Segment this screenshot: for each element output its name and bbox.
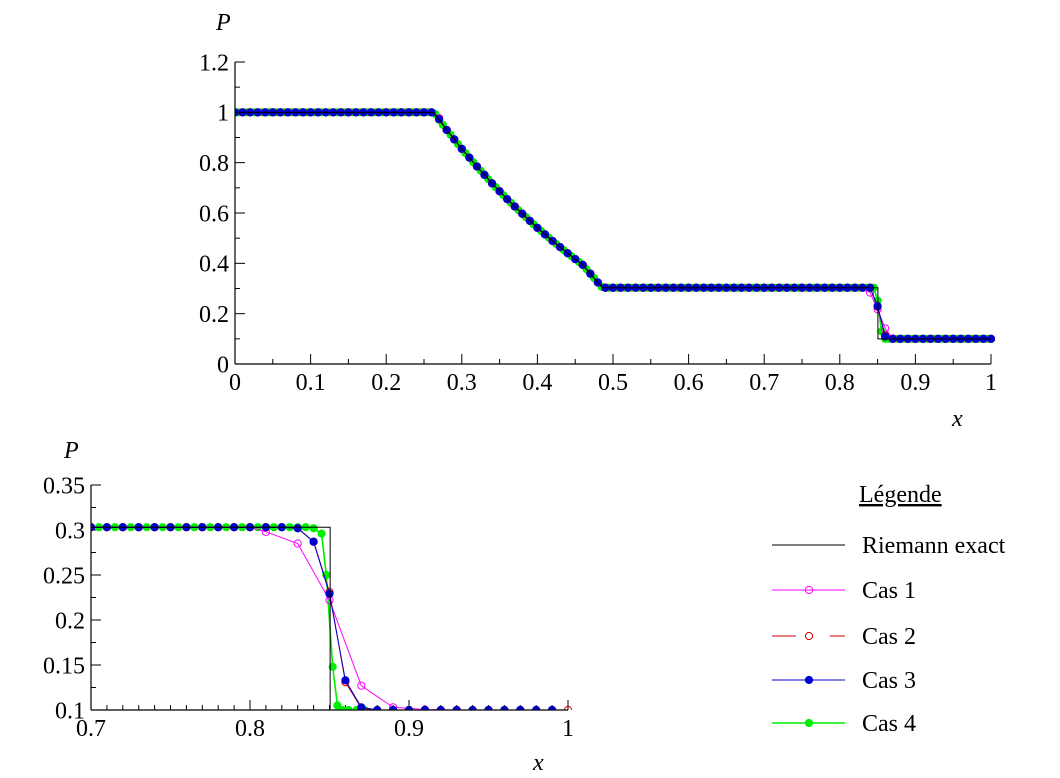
legend-marker: [804, 675, 814, 685]
x-tick-label: 1: [562, 716, 574, 742]
x-tick-label: 0.6: [674, 370, 704, 396]
legend-item: Cas 1: [772, 578, 916, 604]
data-point: [373, 705, 382, 710]
series-cas-3: [235, 108, 996, 343]
data-point: [548, 705, 557, 710]
data-point: [357, 681, 366, 690]
series-line: [91, 526, 568, 710]
legend-item: Cas 2: [772, 624, 916, 650]
y-axis-label: P: [215, 10, 231, 36]
y-tick-label: 0.2: [55, 608, 85, 634]
legend: Légende Riemann exact Cas 1 Cas 2 Cas 3 Cas …: [772, 482, 1006, 737]
legend-label: Riemann exact: [862, 533, 1006, 559]
data-point: [309, 524, 318, 533]
bottom-zoom-chart: 0.7 0.8 0.9 1 0.1 0.15 0.2 0.25 0.3 0.35 Px: [43, 438, 574, 776]
x-tick-label: 0.2: [371, 370, 401, 396]
x-tick-label: 0.8: [825, 370, 855, 396]
top-pressure-chart: 0 0.1 0.2 0.3 0.4 0.5 0.6 0.7 0.8 0.9 1 0 0.2 0.4 0.6 0…: [199, 10, 997, 432]
data-point: [341, 676, 350, 685]
data-point: [881, 332, 890, 341]
y-tick-label: 1.2: [199, 50, 229, 76]
data-point: [344, 705, 353, 710]
data-point: [563, 705, 573, 710]
series-riemann-exact: [235, 111, 991, 340]
series-line: [91, 526, 553, 710]
x-tick-label: 0.1: [296, 370, 326, 396]
data-point: [325, 589, 334, 599]
y-axis-label: P: [63, 438, 79, 464]
x-tick-label: 0.8: [235, 716, 265, 742]
data-point: [516, 705, 525, 710]
x-tick-label: 1: [985, 370, 997, 396]
legend-item: Riemann exact: [772, 533, 1006, 559]
series-riemann-exact: [91, 526, 568, 710]
y-tick-label: 0.3: [55, 518, 85, 544]
y-tick-label: 0.1: [55, 698, 85, 724]
y-tick-label: 0.35: [43, 473, 85, 499]
legend-label: Cas 4: [862, 711, 916, 737]
x-axis-label: x: [532, 750, 544, 776]
y-tick-label: 0.2: [199, 302, 229, 328]
y-tick-label: 0.6: [199, 201, 229, 227]
data-point: [452, 705, 461, 710]
y-tick-label: 0.25: [43, 563, 85, 589]
y-tick-label: 1: [217, 101, 229, 127]
data-point: [338, 705, 347, 710]
data-point: [328, 662, 337, 671]
plot-area: [235, 108, 996, 343]
series-line: [91, 526, 553, 710]
legend-label: Cas 1: [862, 578, 916, 604]
data-point: [389, 705, 398, 710]
legend-item: Cas 4: [772, 711, 916, 737]
data-point: [420, 705, 429, 710]
data-point: [293, 539, 302, 548]
data-point: [532, 705, 541, 710]
x-tick-label: 0.5: [598, 370, 628, 396]
legend-title: Légende: [859, 482, 942, 508]
legend-marker: [804, 718, 814, 728]
legend-marker: [804, 585, 814, 595]
x-tick-label: 0.4: [522, 370, 552, 396]
data-point: [500, 705, 509, 710]
x-tick-label: 0.9: [900, 370, 930, 396]
data-point: [436, 705, 445, 710]
series-cas-1: [91, 523, 557, 710]
x-axis-label: x: [951, 406, 963, 432]
x-tick-label: 0.7: [76, 716, 106, 742]
data-point: [389, 703, 398, 710]
y-tick-label: 0: [217, 352, 229, 378]
x-tick-label: 0.3: [447, 370, 477, 396]
data-point: [357, 703, 366, 710]
series-cas-3: [91, 523, 557, 710]
data-point: [293, 524, 302, 533]
data-point: [309, 537, 318, 546]
legend-marker: [804, 631, 814, 641]
legend-item: Cas 3: [772, 668, 916, 694]
plot-area: [91, 523, 573, 710]
x-tick-label: 0.9: [394, 716, 424, 742]
legend-label: Cas 3: [862, 668, 916, 694]
series-line: [235, 111, 991, 340]
legend-label: Cas 2: [862, 624, 916, 650]
data-point: [484, 705, 493, 710]
y-tick-label: 0.8: [199, 151, 229, 177]
x-tick-label: 0: [229, 370, 241, 396]
data-point: [404, 705, 414, 710]
y-tick-label: 0.15: [43, 653, 85, 679]
data-point: [468, 705, 477, 710]
y-tick-label: 0.4: [199, 252, 229, 278]
data-point: [317, 529, 326, 538]
x-tick-label: 0.7: [749, 370, 779, 396]
